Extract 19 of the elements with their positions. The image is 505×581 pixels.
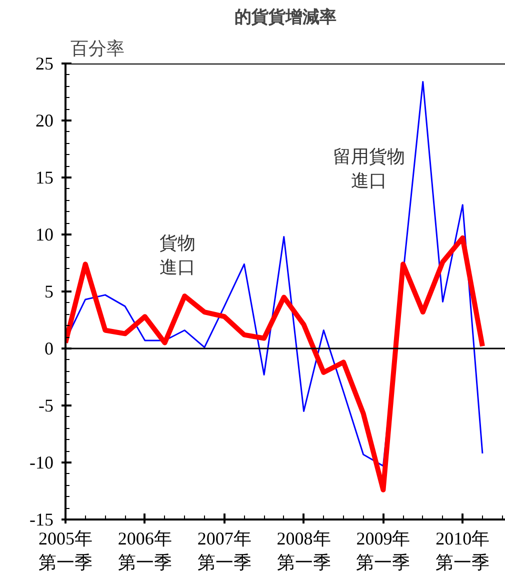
chart-title: 的貨貨增減率 [234,8,336,26]
x-tick-label: 2006年第一季 [118,528,172,572]
y-tick-label: -15 [30,510,54,530]
x-tick-label: 2010年第一季 [436,528,490,572]
y-tick-label: 25 [36,54,54,74]
x-tick-label: 2008年第一季 [276,528,331,572]
x-tick-label: 2009年第一季 [356,528,410,572]
series-label: 貨物進口 [160,233,196,278]
series-label: 留用貨物進口 [333,146,406,190]
y-tick-label: 10 [36,224,54,244]
y-axis-title: 百分率 [70,38,124,58]
y-tick-label: -10 [30,452,54,472]
x-tick-label: 2007年第一季 [197,528,252,572]
y-tick-label: 0 [44,338,54,358]
y-tick-label: 5 [44,282,54,302]
y-tick-label: 15 [36,168,54,188]
x-tick-label: 2005年第一季 [38,528,92,572]
y-tick-label: 20 [36,110,54,130]
y-tick-label: -5 [38,396,54,416]
